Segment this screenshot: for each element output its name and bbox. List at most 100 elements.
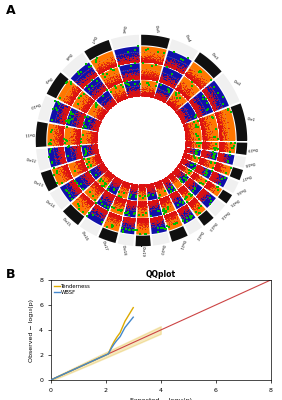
Point bbox=[105, 108, 109, 115]
Point bbox=[197, 104, 201, 111]
Point bbox=[97, 112, 101, 118]
Point bbox=[217, 150, 221, 156]
Point bbox=[180, 190, 185, 196]
Point bbox=[113, 211, 118, 218]
Point bbox=[135, 217, 139, 224]
Point bbox=[70, 132, 75, 138]
Point bbox=[120, 71, 124, 77]
Point bbox=[192, 105, 197, 111]
Point bbox=[180, 153, 185, 160]
Point bbox=[155, 76, 160, 82]
Point bbox=[172, 64, 177, 70]
Point bbox=[122, 94, 126, 101]
Point bbox=[160, 76, 164, 83]
Point bbox=[94, 142, 99, 149]
Point bbox=[111, 180, 116, 186]
Point bbox=[76, 122, 81, 128]
Point bbox=[181, 158, 185, 165]
Point bbox=[90, 139, 95, 146]
Point bbox=[187, 202, 191, 208]
Point bbox=[97, 152, 102, 159]
Point bbox=[80, 84, 84, 90]
Point bbox=[115, 98, 119, 104]
Point bbox=[89, 183, 94, 190]
Point bbox=[108, 212, 113, 218]
Point bbox=[92, 95, 97, 101]
Point bbox=[166, 98, 171, 104]
Point bbox=[132, 72, 137, 78]
Point bbox=[69, 173, 73, 180]
Point bbox=[178, 163, 182, 170]
Point bbox=[77, 143, 81, 149]
Point bbox=[192, 78, 197, 85]
Point bbox=[146, 199, 151, 206]
Point bbox=[90, 176, 94, 182]
Point bbox=[181, 118, 186, 125]
Point bbox=[171, 208, 176, 215]
Point bbox=[217, 152, 221, 158]
Point bbox=[71, 144, 75, 151]
Point bbox=[142, 56, 147, 63]
Point bbox=[213, 163, 217, 170]
Point bbox=[184, 134, 188, 141]
Point bbox=[176, 186, 180, 192]
Point bbox=[81, 112, 86, 118]
Point bbox=[211, 173, 215, 180]
Point bbox=[113, 214, 118, 220]
Point bbox=[136, 198, 141, 204]
Point bbox=[82, 108, 87, 114]
Point bbox=[150, 76, 155, 82]
Point bbox=[178, 162, 183, 168]
Point bbox=[118, 197, 123, 203]
Point bbox=[224, 155, 228, 162]
Point bbox=[179, 118, 184, 124]
Point bbox=[193, 197, 197, 204]
Point bbox=[199, 189, 204, 195]
Point bbox=[206, 184, 211, 190]
Point bbox=[180, 118, 184, 124]
Point bbox=[127, 180, 131, 186]
Point bbox=[197, 157, 202, 163]
Point bbox=[78, 87, 82, 94]
Point bbox=[99, 87, 104, 93]
Point bbox=[98, 158, 103, 165]
Point bbox=[119, 59, 124, 66]
Point bbox=[168, 191, 173, 198]
Point bbox=[188, 200, 193, 206]
Point bbox=[92, 126, 97, 133]
Point bbox=[55, 139, 60, 145]
Point bbox=[158, 196, 162, 203]
Point bbox=[94, 200, 98, 206]
Point bbox=[207, 159, 212, 165]
Point bbox=[180, 182, 185, 189]
Point bbox=[210, 171, 214, 177]
Point bbox=[102, 166, 106, 172]
Point bbox=[83, 164, 87, 170]
Point bbox=[82, 112, 87, 118]
Point bbox=[67, 104, 72, 111]
Point bbox=[74, 184, 79, 191]
Point bbox=[91, 138, 96, 144]
Point bbox=[201, 124, 206, 131]
Point bbox=[201, 128, 206, 135]
Point bbox=[196, 162, 201, 169]
Point bbox=[170, 192, 175, 198]
Point bbox=[189, 76, 193, 83]
Point bbox=[220, 122, 224, 129]
Point bbox=[76, 90, 80, 96]
Point bbox=[191, 184, 196, 191]
Point bbox=[216, 102, 220, 109]
Point bbox=[98, 114, 102, 121]
Point bbox=[130, 92, 135, 98]
Point bbox=[74, 154, 78, 160]
Point bbox=[82, 112, 86, 118]
Point bbox=[120, 92, 124, 98]
Point bbox=[207, 95, 212, 101]
Point bbox=[135, 187, 139, 194]
Point bbox=[94, 142, 98, 148]
Point bbox=[102, 102, 107, 108]
Point bbox=[107, 210, 112, 216]
Point bbox=[186, 141, 190, 147]
Point bbox=[104, 188, 109, 194]
Point bbox=[76, 134, 81, 140]
